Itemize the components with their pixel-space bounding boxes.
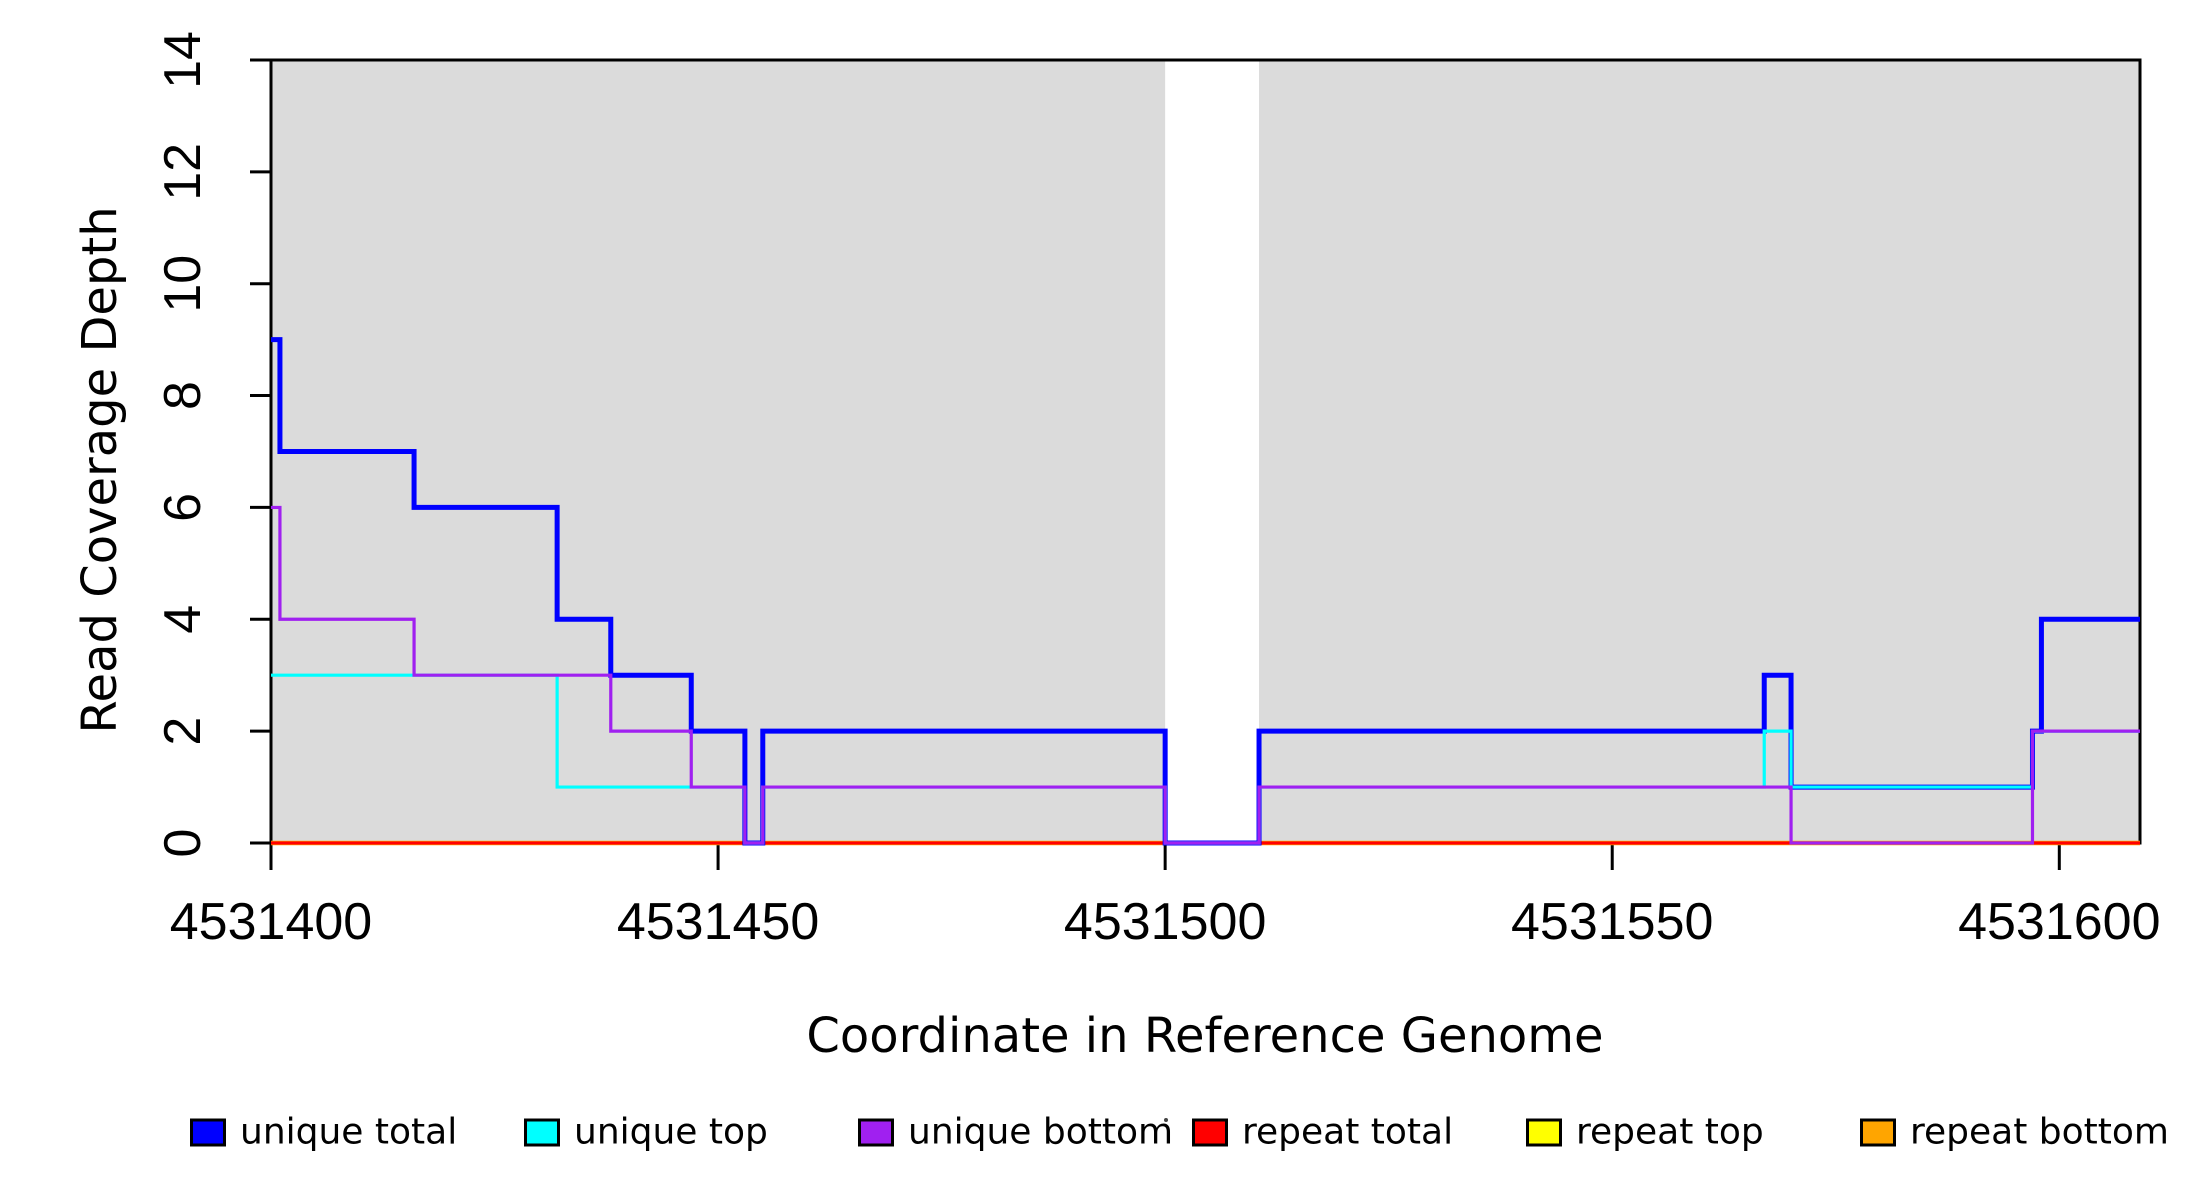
y-tick-label: 14 — [154, 31, 212, 89]
legend-item-unique-bottom: unique bottom — [858, 1112, 1173, 1153]
y-tick-label: 4 — [154, 605, 212, 634]
legend-label-repeat-top: repeat top — [1576, 1111, 1764, 1153]
panel-shaded-region — [271, 60, 1166, 843]
x-axis-title: Coordinate in Reference Genome — [806, 1008, 1604, 1064]
x-tick-label: 4531550 — [1511, 893, 1713, 951]
legend-item-repeat-bottom: repeat bottom — [1860, 1112, 2169, 1153]
legend-label-unique-bottom: unique bottom — [908, 1111, 1174, 1153]
stray-dot — [1164, 1118, 1168, 1122]
y-tick-label: 10 — [154, 255, 212, 313]
panel-shaded-region — [1259, 60, 2142, 843]
y-axis-title: Read Coverage Depth — [72, 206, 128, 734]
legend-swatch-unique-top — [524, 1118, 560, 1146]
y-tick-label: 6 — [154, 493, 212, 522]
series-unique-bottom — [271, 505, 2140, 845]
legend-swatch-repeat-top — [1526, 1118, 1562, 1146]
y-tick-label: 12 — [154, 143, 212, 201]
legend-swatch-repeat-bottom — [1860, 1118, 1896, 1146]
legend-swatch-unique-total — [190, 1118, 226, 1146]
legend-item-unique-top: unique top — [524, 1112, 768, 1153]
y-tick-label: 0 — [154, 829, 212, 858]
legend-item-repeat-top: repeat top — [1526, 1112, 1764, 1153]
legend-label-repeat-total: repeat total — [1242, 1111, 1454, 1153]
y-tick-label: 2 — [154, 717, 212, 746]
legend-item-unique-total: unique total — [190, 1112, 457, 1153]
x-tick-label: 4531400 — [170, 893, 372, 951]
x-tick-label: 4531450 — [617, 893, 819, 951]
legend-item-repeat-total: repeat total — [1192, 1112, 1453, 1153]
x-tick-label: 4531600 — [1958, 893, 2160, 951]
y-tick-label: 8 — [154, 381, 212, 410]
legend-label-unique-total: unique total — [240, 1111, 458, 1153]
legend-label-repeat-bottom: repeat bottom — [1910, 1111, 2169, 1153]
legend-swatch-repeat-total — [1192, 1118, 1228, 1146]
legend-label-unique-top: unique top — [574, 1111, 768, 1153]
legend-swatch-unique-bottom — [858, 1118, 894, 1146]
x-tick-label: 4531500 — [1064, 893, 1266, 951]
